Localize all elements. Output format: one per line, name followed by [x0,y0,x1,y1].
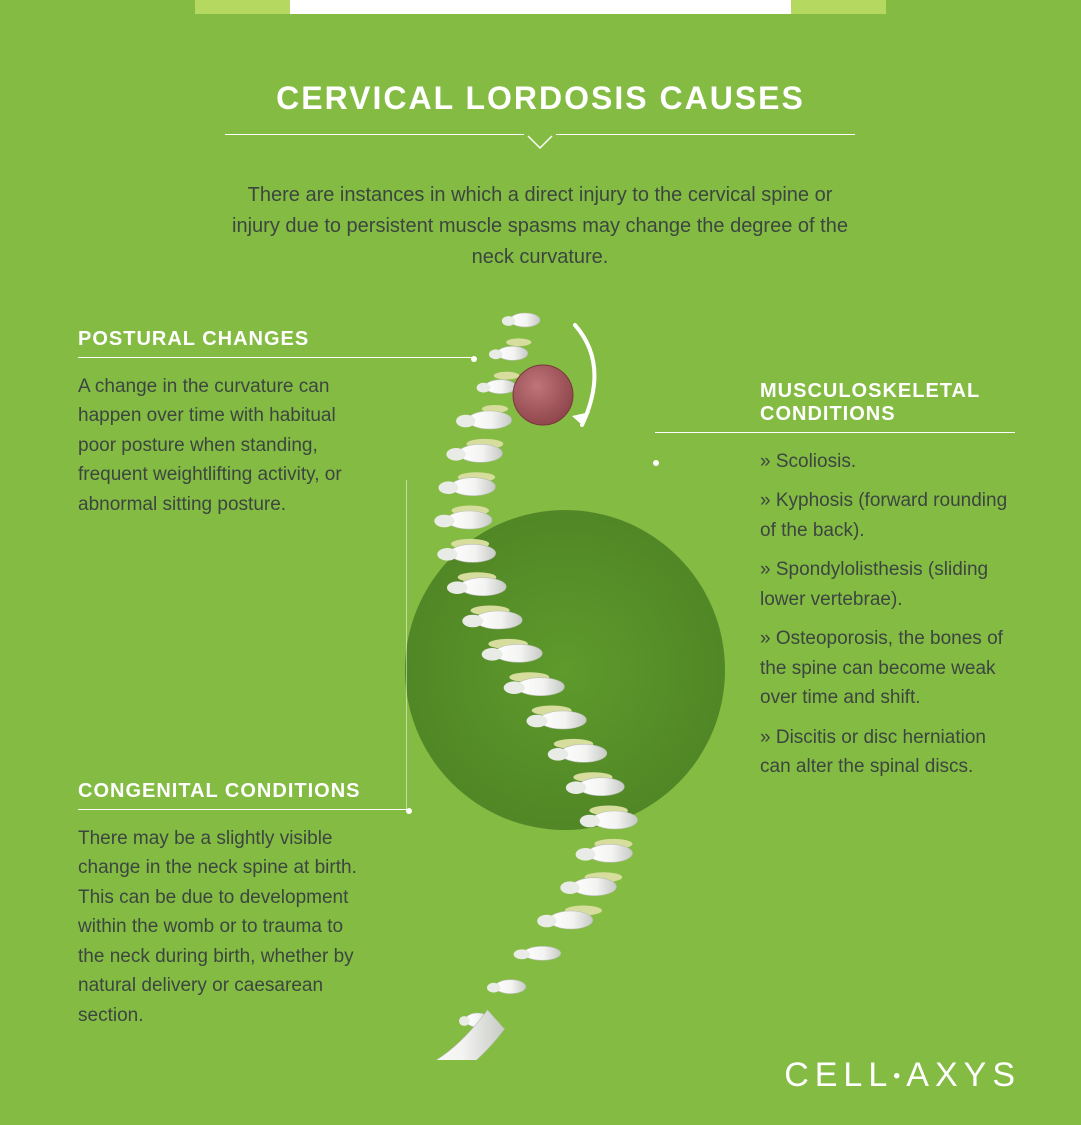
section-title: POSTURAL CHANGES [78,328,368,351]
section-list: » Scoliosis. » Kyphosis (forward rounding… [760,447,1015,781]
top-strip-lime [791,0,886,14]
top-strip [0,0,1081,14]
section-body: There may be a slightly visible change i… [78,824,368,1030]
top-strip-white [290,0,791,14]
list-item: » Spondylolisthesis (sliding lower verte… [760,555,1015,614]
section-divider [78,357,473,358]
section-divider [655,432,1015,433]
list-item: » Kyphosis (forward rounding of the back… [760,486,1015,545]
section-divider [78,809,408,810]
leader-line [406,480,407,810]
chevron-down-icon [524,134,556,154]
list-item: » Scoliosis. [760,447,1015,476]
leader-dot [653,460,659,466]
list-item: » Discitis or disc herniation can alter … [760,723,1015,782]
section-postural: POSTURAL CHANGES A change in the curvatu… [78,328,368,519]
section-title: CONGENITAL CONDITIONS [78,780,368,803]
top-strip-lime [195,0,290,14]
page-title: CERVICAL LORDOSIS CAUSES [0,80,1081,117]
intro-text: There are instances in which a direct in… [225,180,855,273]
top-strip-gap [0,0,195,14]
section-congenital: CONGENITAL CONDITIONS There may be a sli… [78,780,368,1030]
section-musculoskeletal: MUSCULOSKELETAL CONDITIONS » Scoliosis.»… [760,380,1015,791]
list-item: » Osteoporosis, the bones of the spine c… [760,624,1015,712]
spine-illustration [350,310,730,1060]
top-strip-gap [886,0,1081,14]
section-title: MUSCULOSKELETAL CONDITIONS [760,380,1015,426]
section-body: A change in the curvature can happen ove… [78,372,368,519]
brand-logo: CELL•AXYS [784,1056,1021,1095]
